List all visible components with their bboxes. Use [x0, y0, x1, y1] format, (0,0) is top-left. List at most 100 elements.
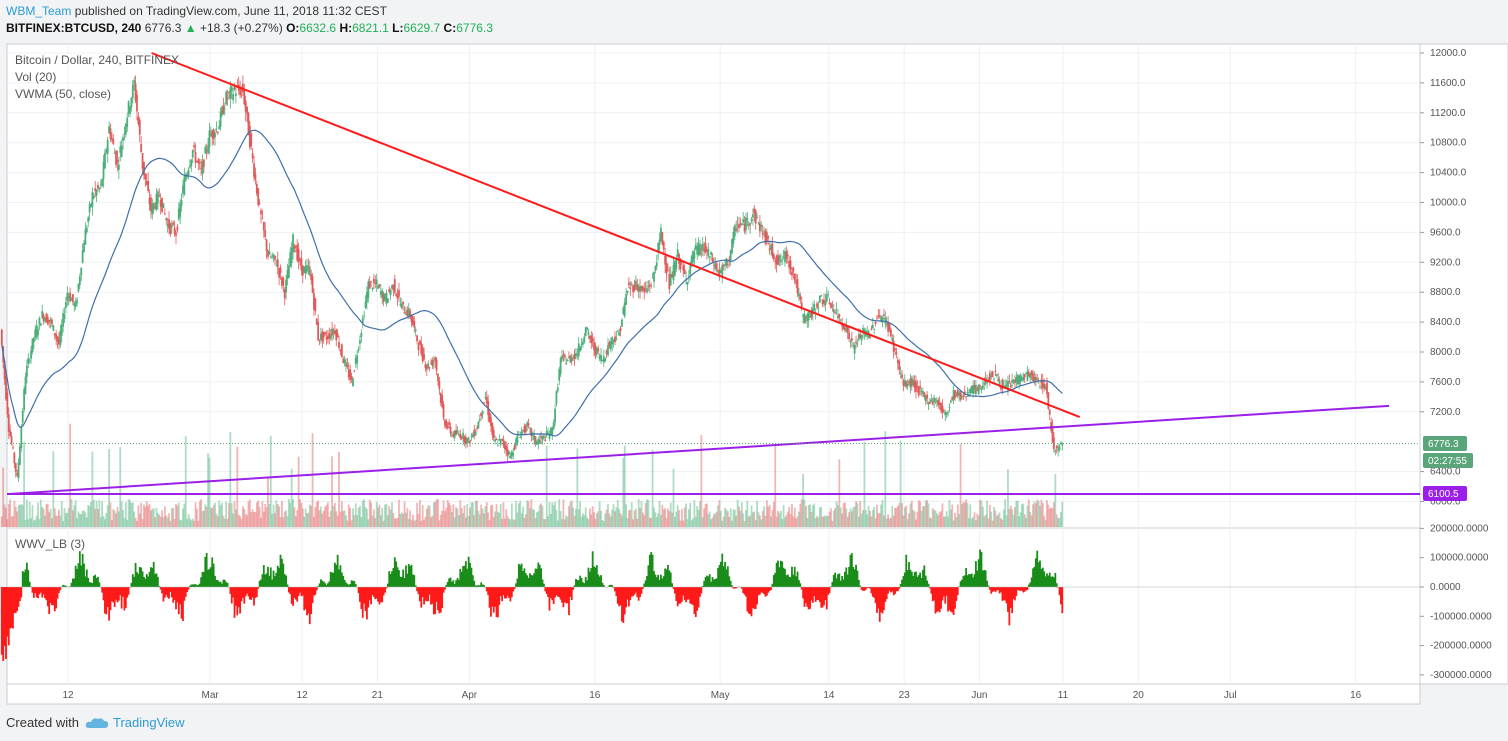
osc-bar [347, 584, 350, 587]
volume-bar [325, 504, 328, 527]
volume-bar [484, 506, 487, 527]
candle-body [668, 273, 671, 290]
volume-bar [287, 499, 290, 527]
osc-bar [707, 576, 710, 587]
candle-body [289, 252, 292, 267]
candle-body [244, 100, 247, 112]
volume-bar [326, 502, 329, 527]
volume-bar [686, 519, 689, 527]
volume-bar [385, 503, 388, 527]
osc-bar [407, 563, 410, 587]
volume-bar [615, 507, 618, 527]
volume-bar [375, 501, 378, 527]
candle-body [683, 269, 686, 274]
osc-bar [58, 587, 60, 594]
volume-bar [87, 505, 90, 527]
candle-body [127, 101, 130, 114]
osc-bar [913, 572, 916, 587]
tradingview-logo[interactable]: TradingView [85, 715, 185, 730]
candle-body [993, 378, 995, 380]
volume-bar [931, 508, 934, 527]
osc-bar [696, 587, 699, 611]
candle-body [1041, 380, 1044, 389]
candle-body [462, 432, 464, 439]
osc-bar [27, 570, 30, 587]
volume-bar [97, 508, 99, 527]
resistance-trendline[interactable] [151, 52, 1081, 418]
osc-bar [1000, 587, 1002, 593]
candle-body [593, 342, 595, 351]
candle-body [846, 326, 849, 333]
candle-body [533, 435, 536, 440]
osc-bar [384, 587, 386, 593]
candle-body [269, 256, 272, 258]
candle-body [386, 298, 389, 303]
osc-bar [952, 587, 955, 615]
price-pane[interactable] [6, 43, 1421, 529]
volume-bar [519, 500, 522, 527]
candle-body [67, 296, 70, 298]
osc-bar [110, 587, 113, 602]
osc-bar [915, 571, 917, 587]
candle-body [944, 411, 947, 416]
indicator-pane[interactable] [6, 527, 1421, 685]
osc-bar [336, 554, 339, 587]
candle-body [474, 431, 477, 435]
candle-body [718, 269, 721, 275]
osc-bar [749, 587, 752, 615]
volume-bar [276, 503, 279, 527]
candle-body [62, 313, 65, 327]
candle-body [416, 335, 418, 342]
rising-support-trendline[interactable] [9, 404, 1390, 496]
candle-body [556, 387, 559, 391]
osc-bar [506, 587, 509, 596]
candle-body [299, 259, 301, 261]
volume-bar [644, 503, 647, 527]
candle-body [616, 330, 619, 332]
volume-bar [122, 510, 124, 527]
osc-bar [1051, 576, 1054, 587]
volume-bar [501, 518, 503, 527]
candle-body [969, 389, 972, 394]
volume-bar [39, 499, 42, 527]
candle-body [151, 203, 154, 215]
candle-body [239, 89, 242, 96]
price-scale[interactable] [1419, 43, 1508, 685]
candle-body [810, 310, 813, 318]
osc-bar [820, 587, 823, 608]
volume-bar [1032, 504, 1034, 527]
candle-body [628, 282, 630, 286]
volume-bar [587, 519, 590, 527]
volume-bar [262, 511, 265, 527]
osc-bar [976, 570, 979, 587]
candle-body [962, 396, 965, 398]
osc-bar [993, 587, 995, 591]
volume-bar [83, 510, 85, 527]
candle-body [1012, 380, 1015, 382]
osc-bar [899, 583, 902, 587]
volume-bar [729, 508, 732, 527]
candle-body [45, 313, 48, 323]
candle-body [200, 167, 202, 169]
osc-bar [169, 587, 172, 593]
osc-bar [671, 583, 674, 587]
volume-bar [269, 435, 272, 527]
candle-body [768, 248, 771, 251]
candle-body [267, 251, 269, 257]
author-link[interactable]: WBM_Team [6, 4, 72, 18]
volume-bar [777, 510, 779, 527]
candle-body [1025, 372, 1027, 375]
volume-bar [700, 435, 703, 527]
osc-bar [667, 564, 669, 587]
time-scale[interactable] [6, 683, 1421, 705]
osc-bar [955, 587, 958, 601]
osc-bar [846, 574, 849, 587]
osc-bar [381, 587, 384, 603]
volume-bar [225, 501, 228, 527]
osc-bar [752, 587, 754, 609]
volume-bar [832, 510, 835, 527]
osc-bar [877, 587, 880, 609]
volume-bar [1047, 504, 1050, 527]
osc-bar [665, 569, 668, 587]
